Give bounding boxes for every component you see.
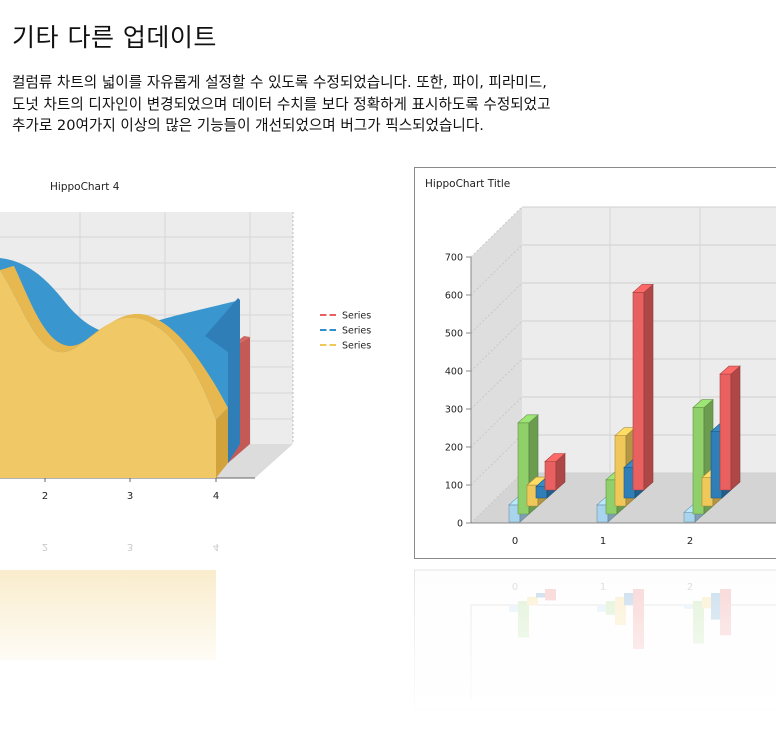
- bar: [719, 365, 741, 491]
- x-tick-label: 3: [127, 491, 133, 502]
- legend: Series Series Series: [320, 311, 371, 352]
- y-tick-label: 0: [457, 519, 463, 530]
- bar-reflection: [545, 589, 556, 601]
- bars: [508, 283, 741, 523]
- bar-reflection: [597, 605, 608, 612]
- legend-label: Series: [342, 311, 371, 322]
- y-tick-label: 700: [445, 253, 463, 264]
- x-tick-label: 0: [512, 536, 518, 547]
- bar-reflection: [693, 601, 704, 644]
- area-chart: HippoChart 4 2 3 4 Series Series Series 2 3 4: [0, 181, 400, 680]
- grid-line-side: [470, 320, 523, 372]
- x-tick-label-reflection: 3: [127, 541, 133, 552]
- bar: [535, 477, 557, 499]
- bar: [605, 471, 627, 515]
- area-series-yellow: [0, 270, 216, 478]
- bar-reflection: [615, 597, 626, 626]
- grid-line-side: [470, 472, 523, 524]
- area-series-yellow-top: [0, 266, 228, 420]
- bar: [596, 496, 618, 523]
- legend-label: Series: [342, 341, 371, 352]
- x-tick-label-reflection: 4: [213, 541, 219, 552]
- bar: [683, 503, 705, 523]
- area-series-blue-front: [205, 298, 240, 463]
- plot-side-wall: [471, 207, 522, 523]
- grid-line-side: [470, 206, 523, 258]
- bar: [623, 458, 645, 499]
- chart-reflection: 0 1 2: [414, 569, 776, 711]
- x-tick-label: 2: [687, 536, 693, 547]
- grid-line-side: [470, 434, 523, 486]
- x-tick-label: 1: [600, 536, 606, 547]
- y-tick-label: 100: [445, 481, 463, 492]
- grid-line-side: [470, 244, 523, 296]
- legend-label: Series: [342, 326, 371, 337]
- bar: [508, 496, 530, 523]
- bar-reflection: [509, 605, 520, 612]
- grid-lines: [470, 206, 776, 524]
- bar-reflection: [518, 601, 529, 638]
- page-title: 기타 다른 업데이트: [12, 23, 217, 52]
- x-tick-labels: 2 3 4: [42, 478, 219, 502]
- plot-back-wall: [522, 207, 776, 473]
- legend-marker: [326, 313, 330, 317]
- y-tick-label: 500: [445, 329, 463, 340]
- description-line: 컬럼류 차트의 넓이를 자유롭게 설정할 수 있도록 수정되었습니다. 또한, …: [12, 74, 547, 91]
- x-tick-label-reflection: 0: [512, 582, 518, 593]
- bar: [632, 283, 654, 491]
- y-tick-labels: 700 600 500 400 300 200 100 0: [445, 253, 471, 530]
- bar-reflection: [702, 597, 713, 609]
- area-series-yellow-side: [216, 408, 228, 478]
- bar: [710, 422, 732, 499]
- chart-title: HippoChart 4: [50, 181, 120, 193]
- bar-reflection: [606, 601, 617, 615]
- legend-marker: [326, 343, 330, 347]
- bar: [526, 476, 548, 507]
- x-tick-label-reflection: 2: [687, 582, 693, 593]
- bar-reflection: [720, 589, 731, 636]
- description-line: 추가로 20여가지 이상의 많은 기능들이 개선되었으며 버그가 픽스되었습니다…: [12, 117, 484, 134]
- bar-reflection: [711, 593, 722, 620]
- x-tick-label-reflection: 2: [42, 541, 48, 552]
- y-tick-label: 600: [445, 291, 463, 302]
- grid-line-side: [470, 396, 523, 448]
- description: 컬럼류 차트의 넓이를 자유롭게 설정할 수 있도록 수정되었습니다. 또한, …: [12, 72, 712, 137]
- y-tick-label: 400: [445, 367, 463, 378]
- bar-reflection: [536, 593, 547, 598]
- bar-reflection: [624, 593, 635, 606]
- x-tick-label: 2: [42, 491, 48, 502]
- plot-floor: [471, 473, 776, 523]
- bar-reflection: [633, 589, 644, 649]
- bar-reflection: [684, 605, 695, 609]
- bar: [701, 468, 723, 507]
- bar: [614, 427, 636, 507]
- x-tick-labels: 0 1 2: [512, 536, 693, 547]
- x-tick-label: 4: [213, 491, 219, 502]
- x-tick-label-reflection: 1: [600, 582, 606, 593]
- grid-line-side: [470, 358, 523, 410]
- chart-panel: [414, 167, 776, 559]
- bar: [544, 452, 566, 491]
- bar: [692, 398, 714, 515]
- legend-marker: [326, 328, 330, 332]
- description-line: 도넛 차트의 디자인이 변경되었으며 데이터 수치를 보다 정확하게 표시하도록…: [12, 95, 551, 113]
- y-tick-label: 300: [445, 405, 463, 416]
- bar: [517, 414, 539, 515]
- bar-reflection: [527, 597, 538, 606]
- chart-title: HippoChart Title: [425, 178, 510, 190]
- grid-line-side: [470, 282, 523, 334]
- y-tick-label: 200: [445, 443, 463, 454]
